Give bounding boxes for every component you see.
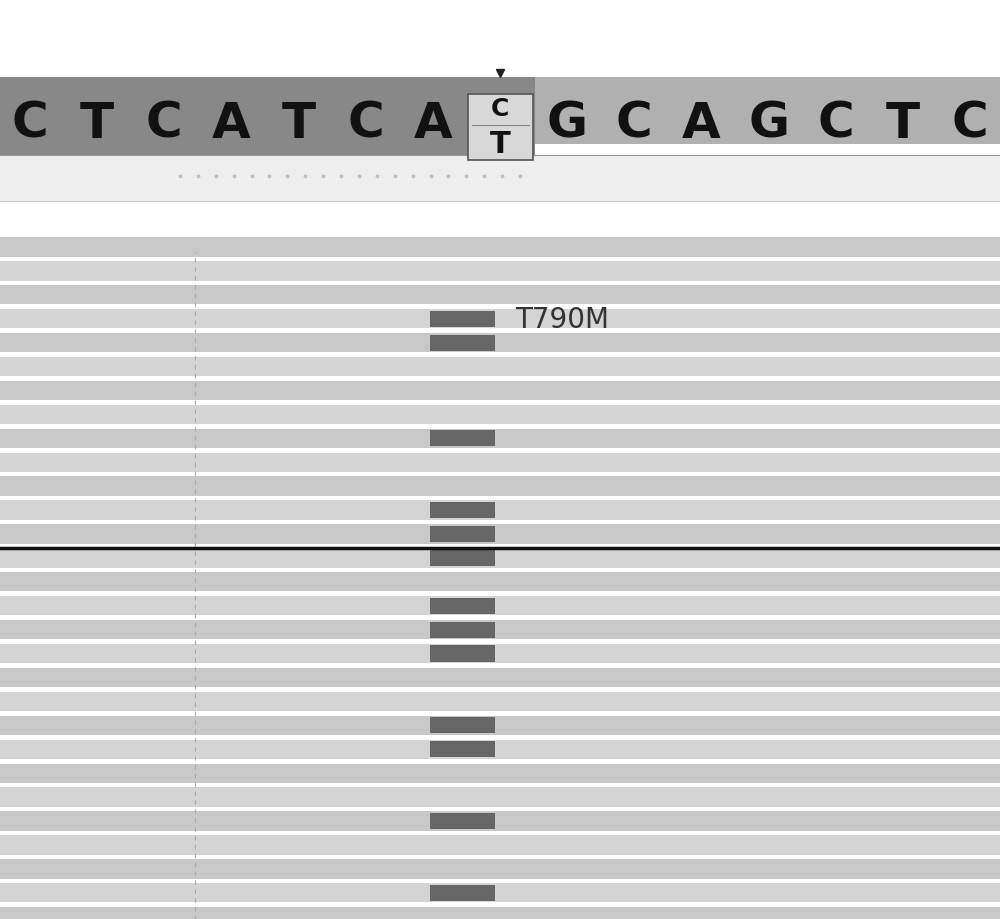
Bar <box>0 596 1000 616</box>
Bar <box>430 813 495 829</box>
Text: C: C <box>146 99 183 147</box>
Bar <box>430 335 495 351</box>
Bar <box>0 238 1000 257</box>
Bar <box>0 716 1000 735</box>
Bar <box>0 835 1000 855</box>
Text: C: C <box>12 99 48 147</box>
Bar <box>0 859 1000 879</box>
Bar <box>0 202 1000 253</box>
Bar <box>0 381 1000 401</box>
Bar <box>430 503 495 518</box>
Bar <box>0 357 1000 377</box>
Bar <box>430 527 495 542</box>
Text: G: G <box>748 99 789 147</box>
Text: A: A <box>413 99 452 147</box>
Bar <box>0 501 1000 520</box>
Bar <box>430 598 495 614</box>
Bar <box>0 156 1000 202</box>
Bar <box>0 644 1000 664</box>
Bar <box>0 668 1000 687</box>
Bar <box>0 334 1000 353</box>
Text: T: T <box>490 130 510 159</box>
Bar <box>0 310 1000 329</box>
Text: C: C <box>952 99 988 147</box>
Bar <box>430 550 495 566</box>
Bar <box>535 78 1000 145</box>
Text: T790M: T790M <box>515 305 609 334</box>
Bar <box>0 429 1000 448</box>
Text: C: C <box>616 99 653 147</box>
Text: A: A <box>682 99 721 147</box>
Bar <box>0 764 1000 783</box>
Bar <box>0 286 1000 305</box>
Text: A: A <box>212 99 251 147</box>
Bar <box>430 431 495 447</box>
Text: T: T <box>80 99 114 147</box>
Text: T: T <box>282 99 316 147</box>
Bar <box>0 477 1000 496</box>
Bar <box>430 622 495 638</box>
Bar <box>430 718 495 733</box>
Bar <box>0 453 1000 472</box>
Text: G: G <box>547 99 588 147</box>
Bar <box>430 312 495 327</box>
Bar <box>0 620 1000 640</box>
Bar <box>430 885 495 901</box>
Bar <box>0 740 1000 759</box>
Bar <box>0 262 1000 281</box>
Text: C: C <box>347 99 384 147</box>
Text: C: C <box>491 97 509 121</box>
Bar <box>0 883 1000 902</box>
Bar <box>430 742 495 757</box>
Bar <box>0 549 1000 568</box>
Bar <box>0 405 1000 425</box>
Text: C: C <box>817 99 854 147</box>
Bar <box>0 525 1000 544</box>
Text: T: T <box>886 99 920 147</box>
Bar <box>0 907 1000 919</box>
Bar <box>0 788 1000 807</box>
Bar <box>0 692 1000 711</box>
Bar <box>0 78 535 156</box>
Bar <box>0 811 1000 831</box>
Bar <box>430 646 495 662</box>
Bar <box>0 573 1000 592</box>
Bar <box>468 95 532 161</box>
